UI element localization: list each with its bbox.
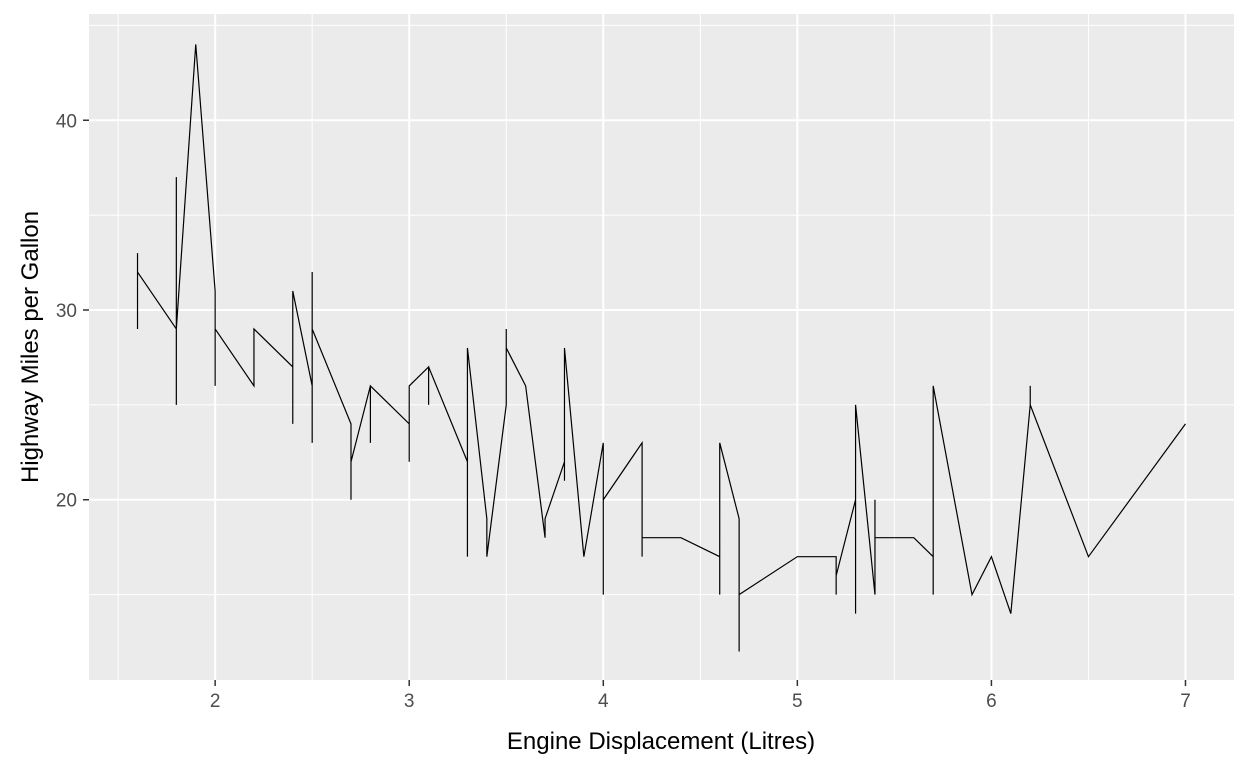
x-tick-label: 5 [792, 691, 803, 712]
axes: 2 3 4 5 6 7 20 30 40 [56, 111, 1191, 712]
y-tick-label: 40 [56, 111, 77, 132]
y-tick-label: 30 [56, 301, 77, 322]
y-tick-label: 20 [56, 491, 77, 512]
y-axis-title: Highway Miles per Gallon [17, 211, 44, 483]
grid-lines [89, 14, 1234, 680]
plot-panel [89, 14, 1234, 680]
x-tick-label: 7 [1180, 691, 1191, 712]
x-axis-title: Engine Displacement (Litres) [507, 728, 815, 755]
series-line [136, 44, 1186, 652]
x-tick-label: 2 [210, 691, 221, 712]
x-tick-label: 4 [598, 691, 609, 712]
series-layer [136, 44, 1186, 652]
x-tick-label: 3 [404, 691, 415, 712]
x-tick-label: 6 [986, 691, 997, 712]
